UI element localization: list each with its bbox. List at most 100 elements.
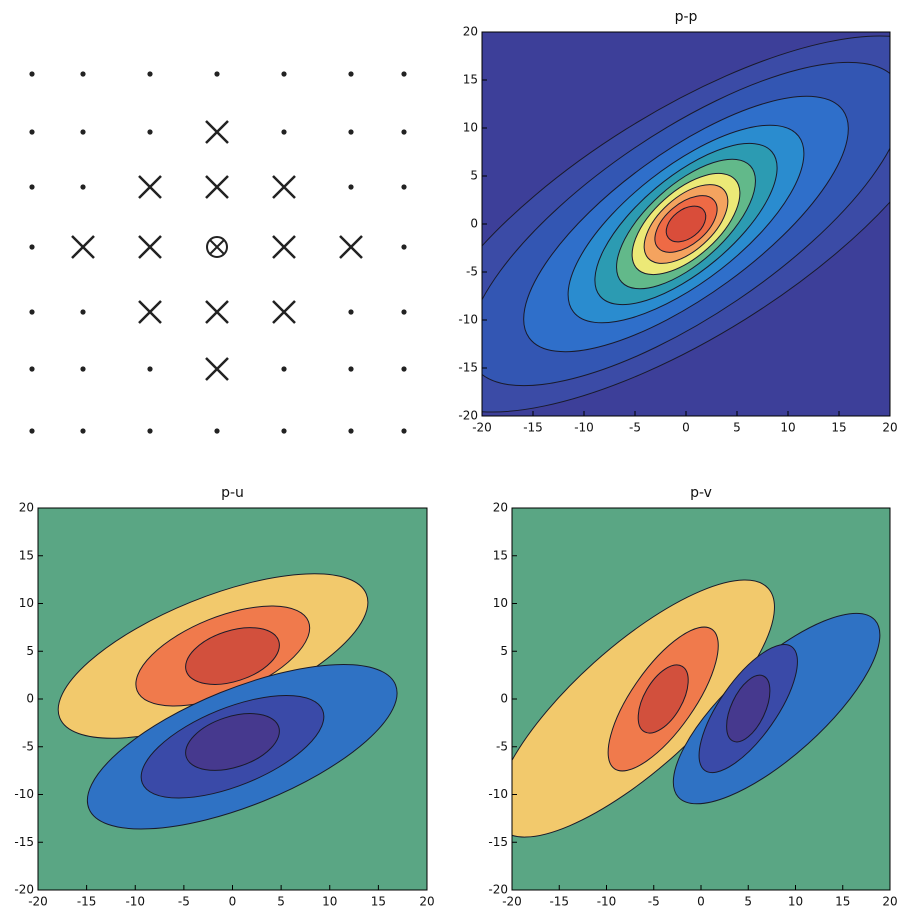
dot (281, 428, 287, 434)
cross (272, 300, 296, 324)
chart-title: p-v (690, 485, 712, 501)
x-tick-label: 10 (788, 895, 803, 909)
x-tick-label: 15 (835, 895, 850, 909)
x-tick-label: 5 (733, 421, 741, 435)
y-tick-label: -10 (14, 787, 34, 801)
y-tick-label: 15 (19, 548, 34, 562)
contour-level (665, 205, 707, 243)
y-tick-label: 5 (470, 169, 478, 183)
dot (348, 71, 354, 77)
cross (138, 175, 162, 199)
dot (147, 428, 153, 434)
x-tick-label: 20 (882, 895, 897, 909)
dot (29, 71, 35, 77)
y-tick-label: 15 (493, 548, 508, 562)
y-tick-label: 15 (463, 73, 478, 87)
y-tick-label: 10 (493, 596, 508, 610)
y-tick-label: -5 (496, 739, 508, 753)
x-tick-label: -10 (125, 895, 145, 909)
y-tick-label: 0 (500, 692, 508, 706)
x-tick-label: 20 (419, 895, 434, 909)
dot (29, 366, 35, 372)
dot (80, 129, 86, 135)
y-tick-label: 5 (26, 644, 34, 658)
x-tick-label: -5 (629, 421, 641, 435)
dot (401, 309, 407, 315)
y-tick-label: -15 (14, 835, 34, 849)
dot (147, 71, 153, 77)
y-tick-label: -5 (466, 265, 478, 279)
y-tick-label: 20 (493, 501, 508, 515)
dot (80, 366, 86, 372)
y-tick-label: -20 (14, 883, 34, 897)
y-tick-label: -10 (458, 313, 478, 327)
dot (147, 129, 153, 135)
x-tick-label: -20 (472, 421, 492, 435)
x-tick-label: 0 (229, 895, 237, 909)
cross (272, 235, 296, 259)
contour-level (637, 664, 689, 734)
y-tick-label: 0 (470, 217, 478, 231)
x-tick-label: -5 (648, 895, 660, 909)
contour-area (512, 508, 890, 890)
center-cross (209, 239, 225, 255)
dot (214, 428, 220, 434)
y-tick-label: -10 (488, 787, 508, 801)
dot (401, 129, 407, 135)
y-tick-label: -20 (488, 883, 508, 897)
x-tick-label: 10 (780, 421, 795, 435)
x-tick-label: 20 (882, 421, 897, 435)
x-tick-label: -15 (77, 895, 97, 909)
dot (401, 244, 407, 250)
y-tick-label: -5 (22, 739, 34, 753)
dot (348, 309, 354, 315)
dot (281, 129, 287, 135)
y-tick-label: -15 (488, 835, 508, 849)
cross (205, 175, 229, 199)
chart-title: p-u (221, 485, 244, 501)
dot (214, 71, 220, 77)
dot (29, 244, 35, 250)
dot (348, 428, 354, 434)
contour-level (185, 713, 280, 771)
dot (281, 71, 287, 77)
x-tick-label: 5 (744, 895, 752, 909)
y-tick-label: 5 (500, 644, 508, 658)
dot (348, 129, 354, 135)
contour-level (726, 674, 771, 743)
y-tick-label: 0 (26, 692, 34, 706)
dot (29, 129, 35, 135)
contour-level (185, 627, 280, 685)
center-circle (206, 236, 228, 258)
x-tick-label: -15 (523, 421, 543, 435)
cross (138, 235, 162, 259)
cross (205, 300, 229, 324)
dot (80, 71, 86, 77)
dot (147, 366, 153, 372)
dot (401, 71, 407, 77)
x-tick-label: -20 (502, 895, 522, 909)
x-tick-label: -5 (178, 895, 190, 909)
dot (348, 366, 354, 372)
x-tick-label: -10 (574, 421, 594, 435)
contour-area (482, 32, 890, 416)
dot (80, 309, 86, 315)
x-tick-label: -15 (549, 895, 569, 909)
y-tick-label: -20 (458, 409, 478, 423)
dot (80, 428, 86, 434)
x-tick-label: 5 (277, 895, 285, 909)
contour-area (38, 508, 427, 890)
stencil-diagram (29, 71, 407, 434)
x-tick-label: -20 (28, 895, 48, 909)
cross (205, 357, 229, 381)
dot (401, 184, 407, 190)
x-tick-label: 0 (697, 895, 705, 909)
y-tick-label: 20 (463, 25, 478, 39)
dot (401, 428, 407, 434)
cross (71, 235, 95, 259)
dot (281, 366, 287, 372)
y-tick-label: 10 (463, 121, 478, 135)
y-tick-label: 20 (19, 501, 34, 515)
cross (205, 120, 229, 144)
